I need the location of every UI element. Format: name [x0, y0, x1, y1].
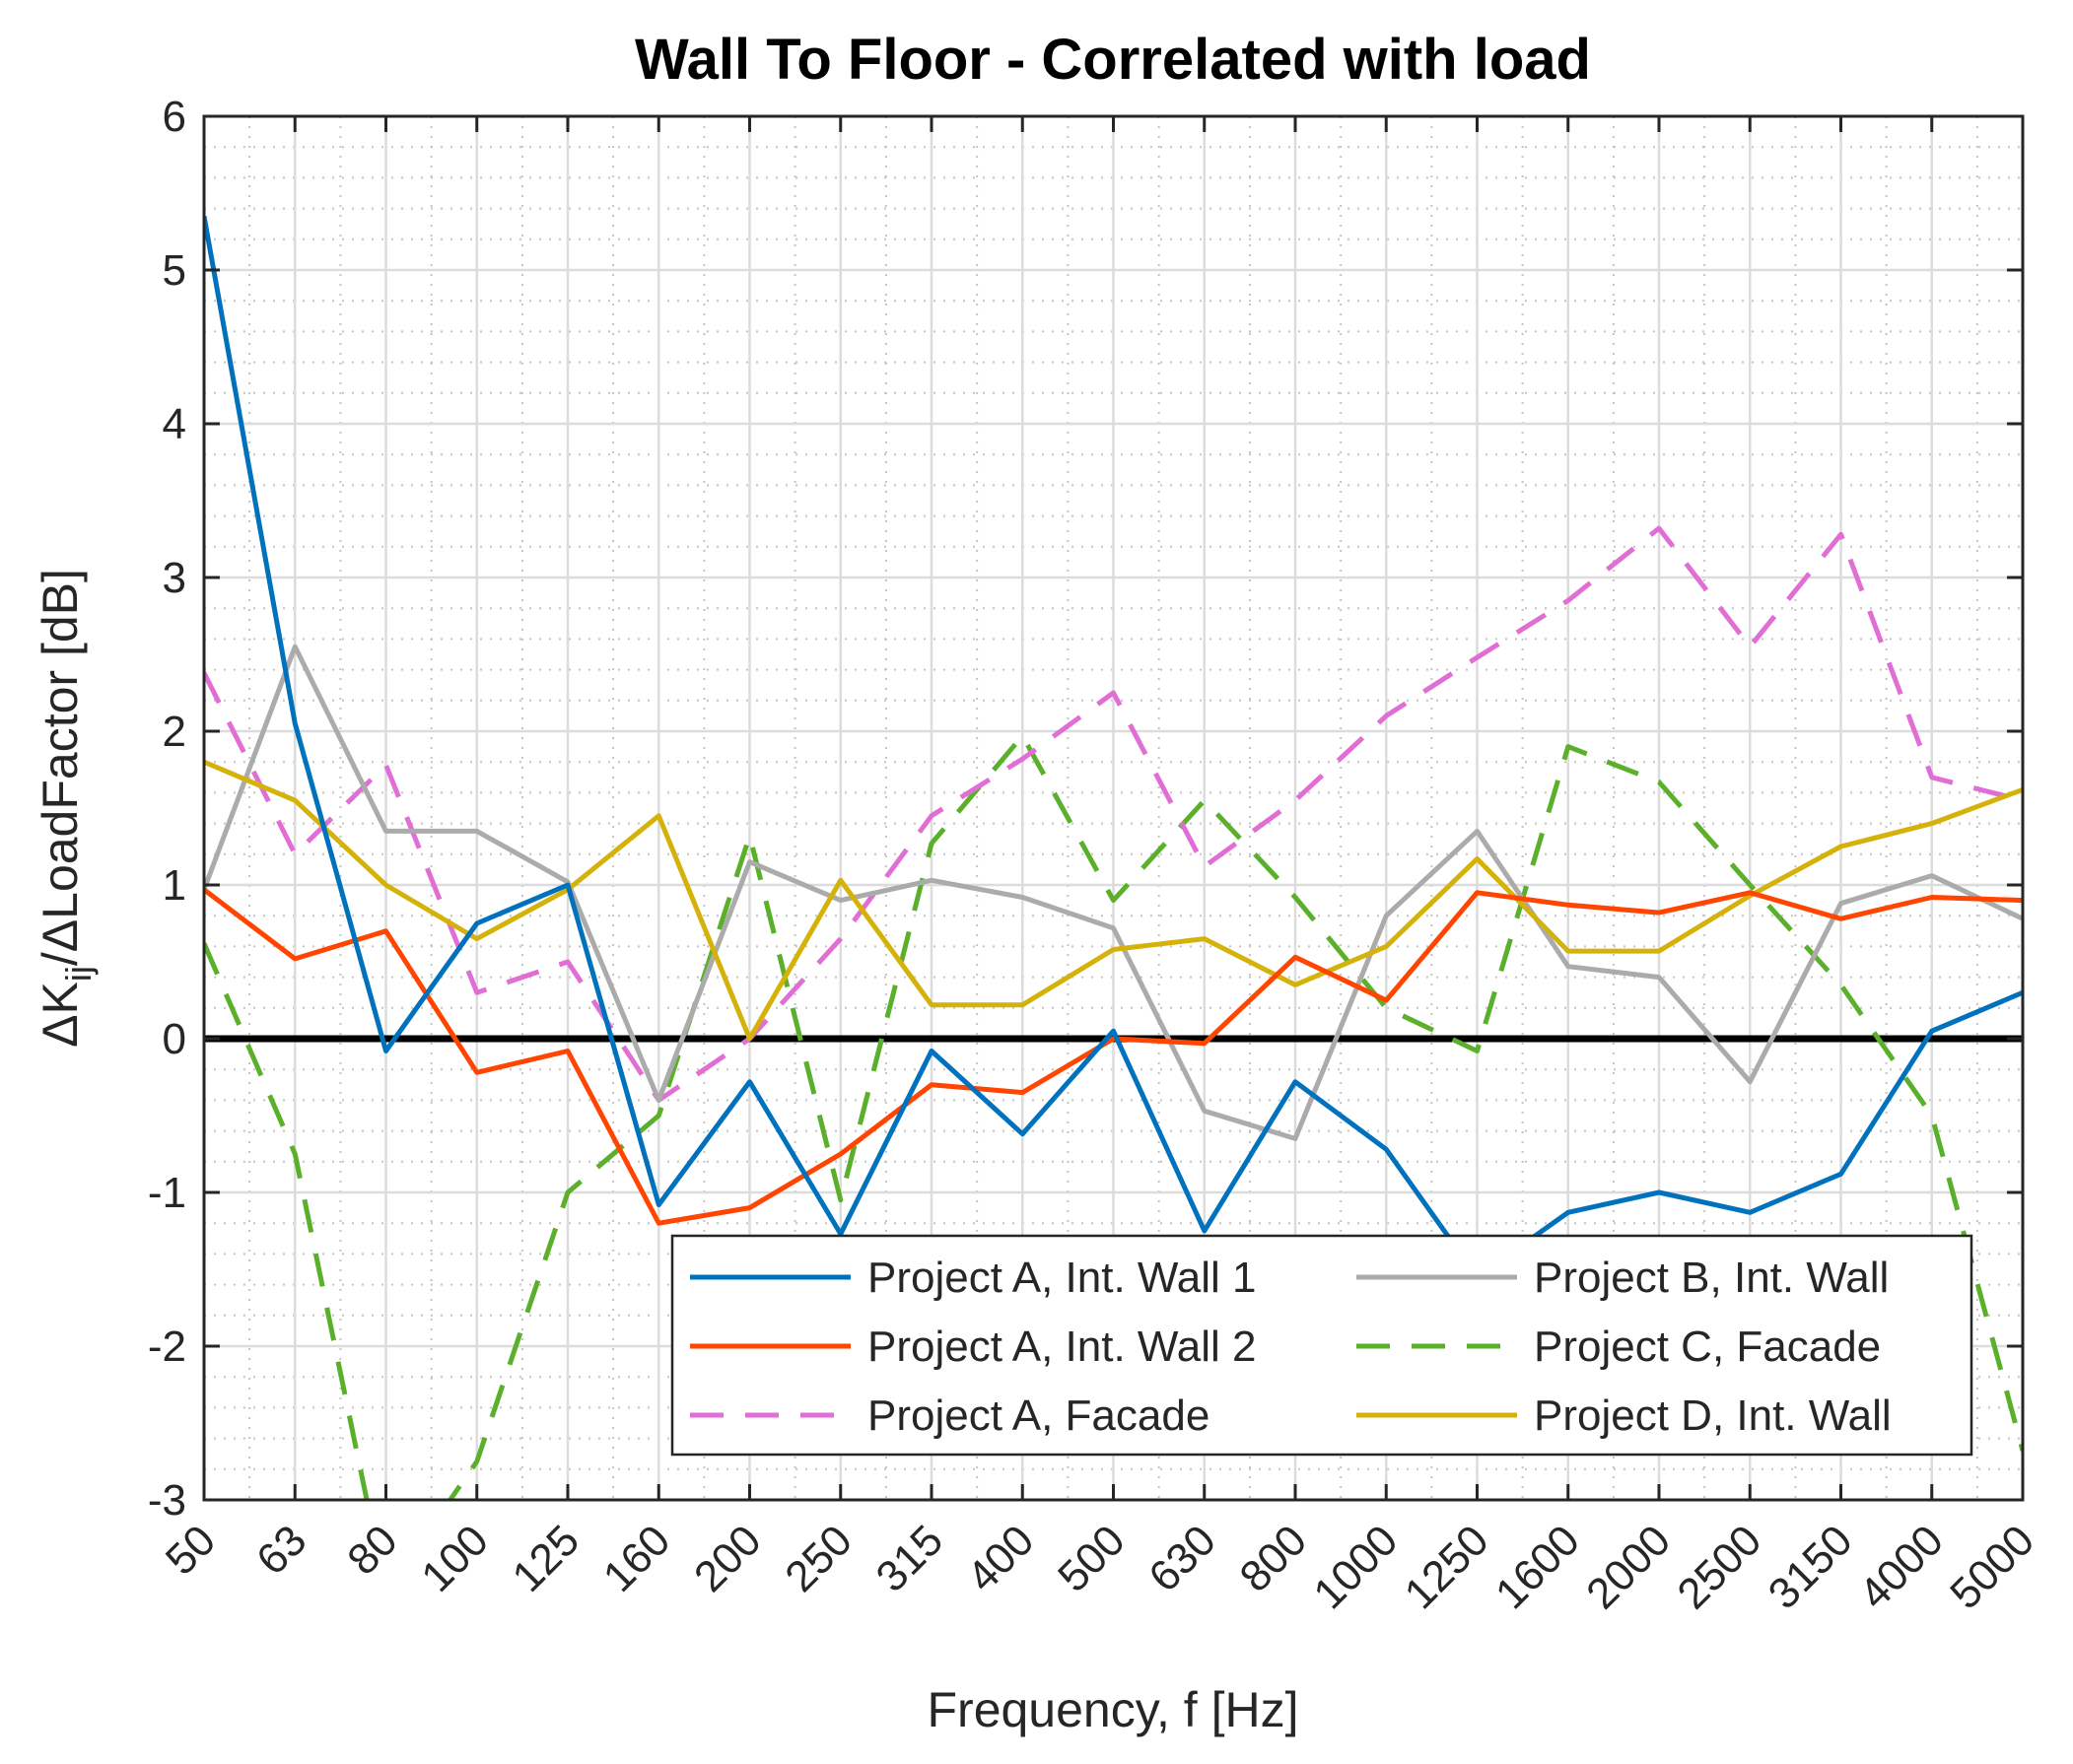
x-tick-label: 2000: [1577, 1516, 1680, 1618]
y-axis-label-rest: /ΔLoadFactor [dB]: [33, 569, 88, 966]
x-tick-label: 1000: [1304, 1516, 1407, 1618]
x-tick-label: 63: [247, 1516, 315, 1584]
legend-label: Project A, Int. Wall 1: [867, 1254, 1257, 1302]
x-tick-label: 100: [412, 1516, 498, 1601]
series-line-project-a-int-wall-2: [204, 887, 2023, 1226]
x-tick-label: 800: [1231, 1516, 1317, 1601]
x-axis-label: Frequency, f [Hz]: [928, 1682, 1299, 1737]
y-tick-label: 5: [163, 246, 186, 295]
legend-label: Project D, Int. Wall: [1534, 1391, 1892, 1440]
series-line-project-a-int-wall-1: [204, 215, 2023, 1280]
y-tick-label: 4: [163, 400, 186, 448]
x-tick-label: 4000: [1850, 1516, 1953, 1618]
series-line-project-b-int-wall: [204, 644, 2023, 1141]
x-tick-label: 400: [958, 1516, 1044, 1601]
x-tick-label: 2500: [1668, 1516, 1770, 1618]
legend-label: Project C, Facade: [1534, 1323, 1881, 1371]
x-tick-label: 5000: [1941, 1516, 2043, 1618]
legend-label: Project A, Facade: [867, 1391, 1209, 1440]
x-tick-label: 250: [776, 1516, 862, 1601]
x-tick-label: 630: [1140, 1516, 1225, 1601]
legend-label: Project A, Int. Wall 2: [867, 1323, 1257, 1371]
x-tick-label: 3150: [1760, 1516, 1862, 1618]
y-tick-label: -2: [148, 1323, 186, 1371]
series-line-project-d-int-wall: [204, 759, 2023, 1042]
x-tick-label: 200: [685, 1516, 771, 1601]
y-axis-label-main: ΔK: [33, 982, 88, 1048]
y-tick-label: 0: [163, 1015, 186, 1063]
x-tick-label: 50: [157, 1516, 225, 1584]
y-axis-label: ΔKij/ΔLoadFactor [dB]: [33, 569, 99, 1048]
y-axis-label-sub: ij: [58, 966, 99, 982]
y-tick-label: -3: [148, 1476, 186, 1525]
y-tick-label: 1: [163, 861, 186, 910]
series-line-project-a-facade: [204, 525, 2023, 1103]
y-tick-label: 6: [163, 93, 186, 141]
series-line-project-c-facade: [204, 733, 2023, 1500]
series-layer: [204, 215, 2023, 1500]
y-tick-label: -1: [148, 1169, 186, 1217]
y-tick-label: 2: [163, 708, 186, 756]
x-tick-label: 160: [594, 1516, 680, 1601]
x-tick-label: 125: [504, 1516, 589, 1601]
legend: Project A, Int. Wall 1 Project A, Int. Wa…: [670, 1234, 1973, 1457]
x-tick-label: 1250: [1396, 1516, 1498, 1618]
x-tick-label: 1600: [1486, 1516, 1589, 1618]
x-tick-label: 80: [338, 1516, 406, 1584]
chart-title: Wall To Floor - Correlated with load: [635, 28, 1591, 92]
y-tick-label: 3: [163, 554, 186, 602]
x-tick-label: 500: [1049, 1516, 1135, 1601]
legend-label: Project B, Int. Wall: [1534, 1254, 1889, 1302]
legend-box: [670, 1234, 1973, 1457]
y-axis-ticks: -3 -2 -1 0 1 2 3 4 5 6: [148, 93, 2023, 1525]
x-tick-label: 315: [867, 1516, 953, 1601]
